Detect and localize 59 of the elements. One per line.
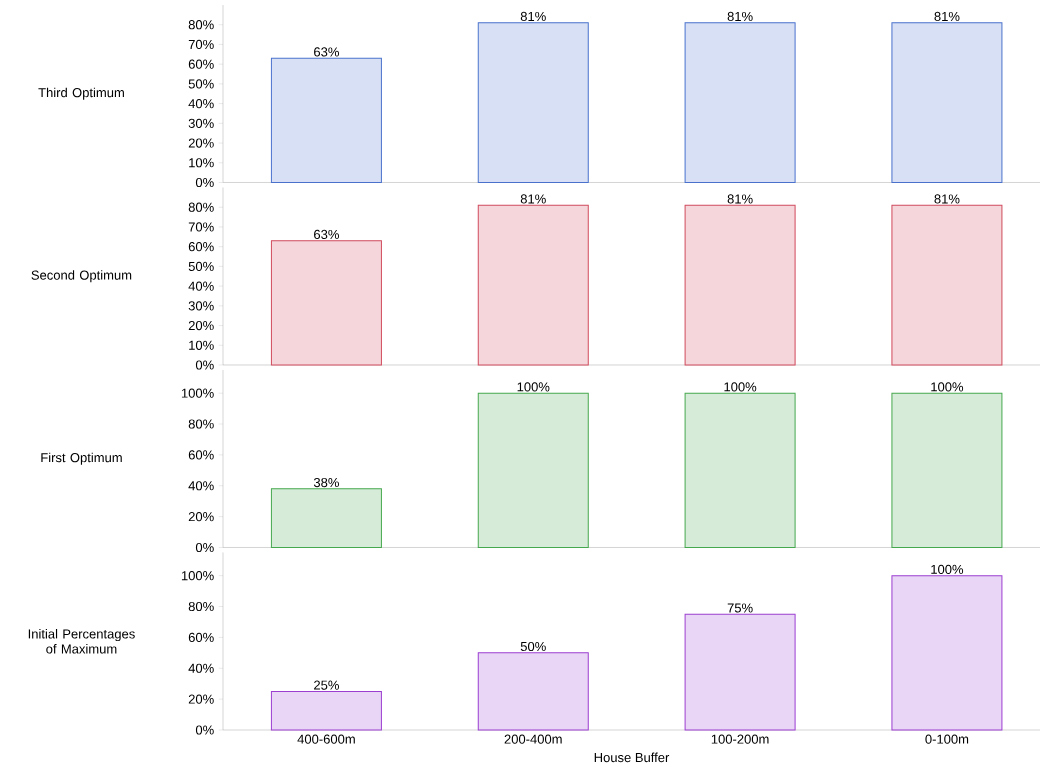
data-label: 63% bbox=[314, 229, 339, 240]
data-label: 81% bbox=[520, 11, 546, 22]
y-tick-label: 40% bbox=[188, 481, 214, 491]
y-axis-title: Second Optimum bbox=[31, 270, 132, 283]
y-tick-label: 20% bbox=[188, 138, 214, 148]
y-tick-label: 0% bbox=[195, 725, 214, 735]
data-label: 50% bbox=[520, 641, 546, 652]
data-label: 25% bbox=[314, 680, 339, 690]
x-tick-label: 0-100m bbox=[925, 734, 969, 744]
bar bbox=[684, 613, 796, 731]
y-tick-label: 40% bbox=[188, 99, 214, 109]
y-tick-label: 20% bbox=[188, 320, 214, 331]
y-tick-label: 100% bbox=[181, 388, 214, 398]
y-axis-title: Initial Percentages of Maximum bbox=[28, 628, 135, 654]
y-axis-title: First Optimum bbox=[41, 452, 122, 465]
data-label: 100% bbox=[931, 382, 964, 392]
y-tick-label: 40% bbox=[188, 281, 214, 291]
y-tick-label: 60% bbox=[188, 632, 214, 642]
x-tick-label: 200-400m bbox=[504, 734, 562, 744]
y-tick-label: 30% bbox=[188, 118, 214, 128]
y-axis-title: Third Optimum bbox=[38, 87, 124, 100]
data-label: 38% bbox=[313, 477, 339, 488]
y-tick-label: 40% bbox=[188, 663, 214, 673]
y-tick-label: 0% bbox=[195, 360, 214, 370]
y-tick-label: 30% bbox=[188, 301, 214, 311]
y-tick-label: 0% bbox=[195, 542, 214, 553]
y-tick-label: 60% bbox=[188, 59, 214, 69]
data-label: 75% bbox=[727, 603, 753, 613]
y-tick-label: 70% bbox=[188, 39, 214, 50]
data-label: 81% bbox=[727, 194, 753, 204]
y-tick-label: 20% bbox=[188, 694, 214, 704]
bar bbox=[891, 575, 1003, 731]
data-label: 100% bbox=[931, 564, 964, 574]
x-tick-label: 400-600m bbox=[297, 734, 355, 744]
y-tick-label: 50% bbox=[188, 79, 214, 89]
data-label: 81% bbox=[934, 194, 960, 204]
y-tick-label: 60% bbox=[188, 242, 214, 252]
y-tick-label: 80% bbox=[188, 419, 214, 429]
data-label: 81% bbox=[520, 194, 546, 204]
bar bbox=[477, 652, 589, 731]
data-label: 63% bbox=[314, 47, 339, 57]
data-label: 81% bbox=[727, 11, 753, 22]
y-tick-label: 80% bbox=[188, 20, 214, 30]
x-tick-label: 100-200m bbox=[711, 734, 769, 744]
y-tick-label: 0% bbox=[195, 177, 214, 188]
data-label: 100% bbox=[517, 382, 550, 392]
y-tick-label: 80% bbox=[188, 601, 214, 612]
data-label: 81% bbox=[934, 11, 960, 22]
y-tick-label: 50% bbox=[188, 261, 214, 271]
x-axis-title: House Buffer bbox=[594, 752, 670, 763]
y-tick-label: 70% bbox=[188, 222, 214, 232]
y-tick-label: 100% bbox=[181, 571, 214, 581]
y-tick-label: 10% bbox=[189, 158, 214, 168]
y-tick-label: 60% bbox=[188, 450, 214, 460]
y-tick-label: 80% bbox=[188, 202, 214, 212]
y-tick-label: 10% bbox=[189, 340, 214, 350]
data-label: 100% bbox=[724, 382, 757, 392]
y-tick-label: 20% bbox=[188, 512, 214, 522]
bar bbox=[270, 690, 382, 731]
